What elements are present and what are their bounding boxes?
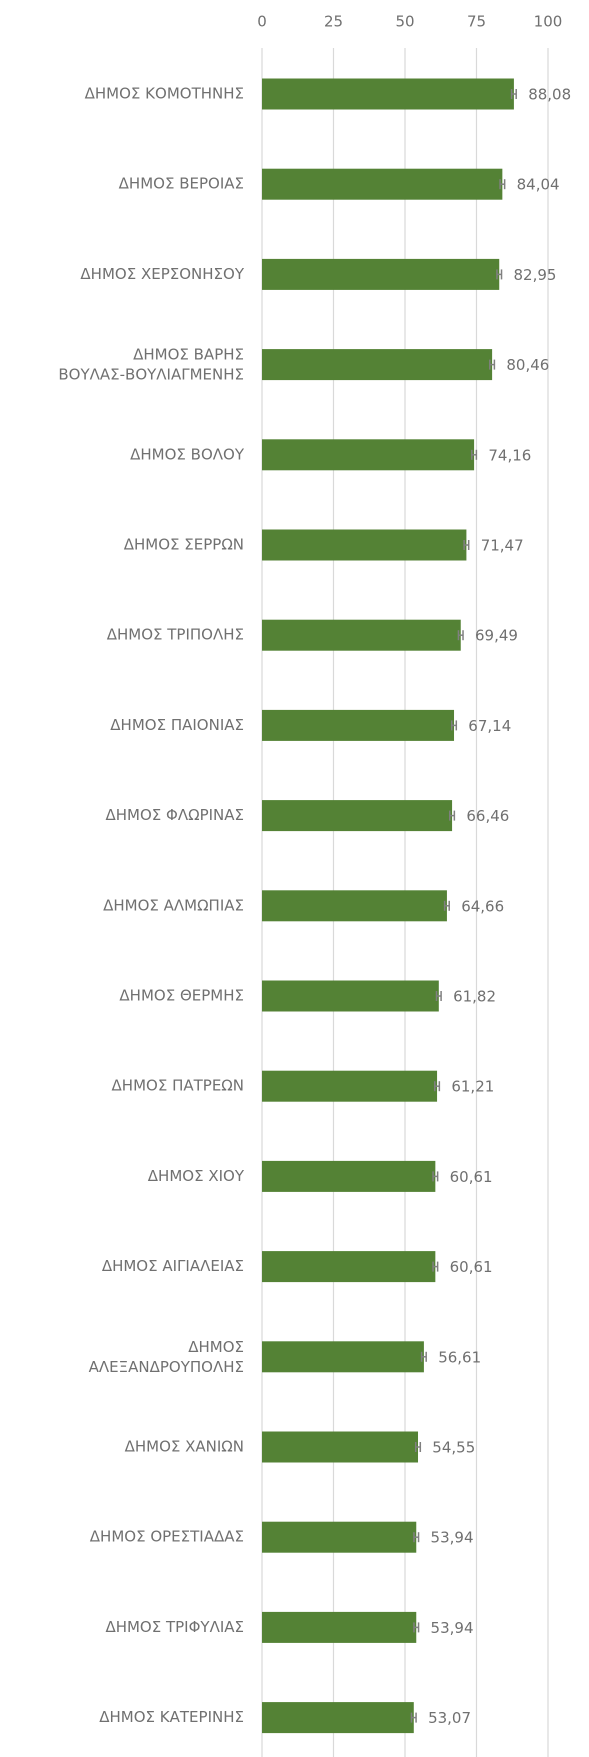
data-label: 54,55	[432, 1439, 475, 1457]
bar	[262, 709, 455, 741]
data-label: 56,61	[438, 1348, 481, 1366]
data-label: 53,94	[431, 1619, 474, 1637]
error-bar	[510, 89, 517, 99]
bar	[262, 1611, 417, 1643]
y-tick-label: ΔΗΜΟΣ ΠΑΤΡΕΩΝ	[112, 1077, 244, 1095]
error-bar	[449, 810, 456, 821]
error-bar	[432, 1261, 439, 1272]
y-tick-label: ΔΗΜΟΣ ΑΛΕΞΑΝΔΡΟΥΠΟΛΗΣ	[89, 1337, 244, 1375]
error-bar	[463, 540, 470, 550]
error-bar	[414, 1442, 422, 1452]
data-label: 61,82	[453, 988, 496, 1006]
bar	[262, 258, 500, 290]
error-bar	[496, 269, 503, 280]
data-label: 69,49	[475, 627, 518, 645]
y-tick-label: ΔΗΜΟΣ ΤΡΙΠΟΛΗΣ	[107, 626, 244, 644]
error-bar	[443, 900, 450, 911]
bar	[262, 349, 493, 381]
y-tick-label: ΔΗΜΟΣ ΦΛΩΡΙΝΑΣ	[106, 806, 245, 824]
bar	[262, 800, 453, 832]
error-bar	[457, 630, 464, 641]
bar	[262, 1702, 414, 1734]
bar	[262, 1160, 436, 1192]
y-tick-label: ΔΗΜΟΣ ΠΑΙΟΝΙΑΣ	[110, 716, 244, 734]
error-bar	[450, 720, 458, 731]
data-label: 60,61	[450, 1258, 493, 1276]
y-tick-label: ΔΗΜΟΣ ΚΑΤΕΡΙΝΗΣ	[99, 1708, 244, 1726]
bar	[262, 1070, 438, 1102]
data-label: 88,08	[528, 86, 571, 104]
y-tick-label: ΔΗΜΟΣ ΒΑΡΗΣ ΒΟΥΛΑΣ-ΒΟΥΛΙΑΓΜΕΝΗΣ	[58, 345, 244, 383]
y-tick-label: ΔΗΜΟΣ ΒΟΛΟΥ	[130, 445, 245, 463]
error-bar	[413, 1532, 420, 1543]
y-tick-label: ΔΗΜΟΣ ΑΙΓΙΑΛΕΙΑΣ	[102, 1257, 244, 1275]
data-label: 66,46	[466, 807, 509, 825]
bar	[262, 439, 475, 471]
y-tick-label: ΔΗΜΟΣ ΧΙΟΥ	[148, 1167, 245, 1185]
y-tick-label: ΔΗΜΟΣ ΤΡΙΦΥΛΙΑΣ	[105, 1618, 244, 1636]
data-label: 74,16	[488, 446, 531, 464]
bar	[262, 1251, 436, 1283]
data-label: 80,46	[506, 356, 549, 374]
x-tick-label: 100	[534, 13, 563, 31]
bar	[262, 1341, 424, 1373]
bar	[262, 78, 514, 110]
x-tick-label: 25	[324, 13, 343, 31]
x-tick-label: 0	[257, 13, 267, 31]
data-label: 82,95	[514, 266, 557, 284]
x-tick-label: 75	[467, 13, 486, 31]
error-bar	[435, 991, 442, 1001]
error-bar	[471, 449, 478, 460]
error-bar	[434, 1081, 441, 1092]
error-bar	[410, 1712, 417, 1723]
error-bar	[499, 179, 506, 190]
error-bar	[413, 1622, 420, 1633]
y-tick-label: ΔΗΜΟΣ ΒΕΡΟΙΑΣ	[119, 175, 244, 193]
data-label: 53,94	[431, 1529, 474, 1547]
y-tick-label: ΔΗΜΟΣ ΑΛΜΩΠΙΑΣ	[103, 896, 244, 914]
error-bar	[420, 1351, 427, 1362]
y-tick-label: ΔΗΜΟΣ ΣΕΡΡΩΝ	[124, 536, 244, 554]
data-label: 84,04	[517, 176, 560, 194]
bar	[262, 529, 467, 561]
x-tick-label: 50	[395, 13, 414, 31]
y-tick-label: ΔΗΜΟΣ ΟΡΕΣΤΙΑΔΑΣ	[90, 1528, 244, 1546]
data-label: 64,66	[461, 897, 504, 915]
data-label: 61,21	[451, 1078, 494, 1096]
y-tick-label: ΔΗΜΟΣ ΘΕΡΜΗΣ	[119, 987, 244, 1005]
error-bar	[432, 1171, 439, 1182]
bar	[262, 1521, 417, 1553]
bar	[262, 890, 447, 922]
error-bar	[489, 359, 496, 370]
bar	[262, 1431, 419, 1463]
data-label: 67,14	[468, 717, 511, 735]
data-label: 53,07	[428, 1709, 471, 1727]
y-tick-label: ΔΗΜΟΣ ΧΕΡΣΟΝΗΣΟΥ	[80, 265, 244, 283]
y-tick-label: ΔΗΜΟΣ ΧΑΝΙΩΝ	[125, 1438, 244, 1456]
bar	[262, 619, 461, 651]
bar	[262, 168, 503, 200]
bar	[262, 980, 439, 1012]
data-label: 60,61	[450, 1168, 493, 1186]
y-tick-label: ΔΗΜΟΣ ΚΟΜΟΤΗΝΗΣ	[85, 85, 244, 103]
data-label: 71,47	[481, 537, 524, 555]
